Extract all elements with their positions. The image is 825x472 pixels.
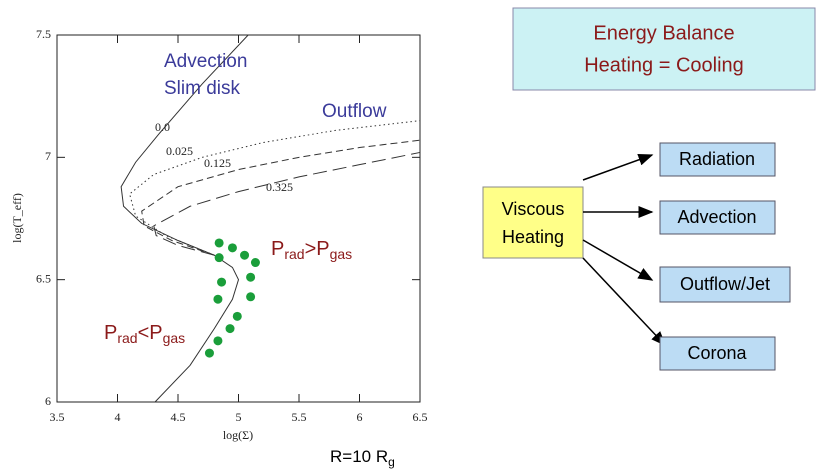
curve	[141, 139, 421, 256]
data-point	[250, 258, 260, 268]
x-tick-label: 4	[115, 410, 121, 424]
output-box	[659, 142, 776, 177]
y-tick-label: 6.5	[36, 271, 51, 285]
x-tick-label: 5.5	[292, 410, 307, 424]
output-text: Radiation	[679, 149, 755, 169]
source-text: Viscous	[502, 199, 565, 219]
data-point	[213, 336, 223, 346]
arrow	[582, 239, 654, 281]
y-axis-label: log(T_eff)	[10, 193, 24, 243]
data-point	[214, 253, 224, 263]
x-axis-label: log(Σ)	[223, 428, 253, 442]
balance-text: Energy Balance	[593, 22, 734, 44]
curve	[129, 120, 421, 256]
arrow	[582, 153, 654, 181]
source-text: Heating	[502, 227, 564, 247]
x-tick-label: 4.5	[171, 410, 186, 424]
data-point	[213, 294, 223, 304]
output-box	[659, 266, 791, 303]
curve	[120, 34, 249, 403]
plot: 3.5 4 4.5 5 5.5 6 6.5 6 6.5 7 7.5 0.0 0.025 0.125 0.32…	[36, 27, 428, 424]
data-point	[246, 292, 256, 302]
y-tick-label: 7	[45, 149, 51, 163]
annotation: Advection	[164, 51, 247, 72]
data-point	[232, 311, 242, 321]
output-box	[659, 336, 776, 371]
y-tick-label: 7.5	[36, 27, 51, 41]
data-point	[246, 272, 256, 282]
data-point	[227, 243, 237, 253]
x-tick-label: 6	[357, 410, 363, 424]
y-tick-label: 6	[45, 394, 51, 408]
output-text: Corona	[687, 343, 747, 363]
data-point	[225, 324, 235, 334]
data-point	[214, 238, 224, 248]
balance-box	[512, 7, 816, 91]
annotation: Outflow	[322, 101, 387, 122]
x-tick-label: 5	[236, 410, 242, 424]
arrow	[582, 257, 667, 347]
balance-text: Heating = Cooling	[584, 54, 744, 76]
radius-label: R=10 Rg	[330, 447, 395, 469]
data-point	[204, 348, 214, 358]
prad-lt-label: Prad<Pgas	[104, 322, 185, 345]
annotation: Slim disk	[164, 78, 241, 99]
output-box	[659, 200, 776, 235]
curve-label: 0.025	[166, 144, 193, 158]
x-tick-label: 3.5	[50, 410, 65, 424]
source-box	[482, 186, 584, 259]
x-tick-label: 6.5	[413, 410, 428, 424]
curve-label: 0.325	[266, 180, 293, 194]
output-text: Advection	[677, 207, 756, 227]
curve	[153, 151, 421, 256]
curve-label: 0.0	[155, 120, 170, 134]
curve-label: 0.125	[204, 156, 231, 170]
prad-gt-label: Prad>Pgas	[271, 238, 352, 261]
data-point	[217, 277, 227, 287]
data-point	[240, 250, 250, 260]
output-text: Outflow/Jet	[680, 274, 770, 294]
